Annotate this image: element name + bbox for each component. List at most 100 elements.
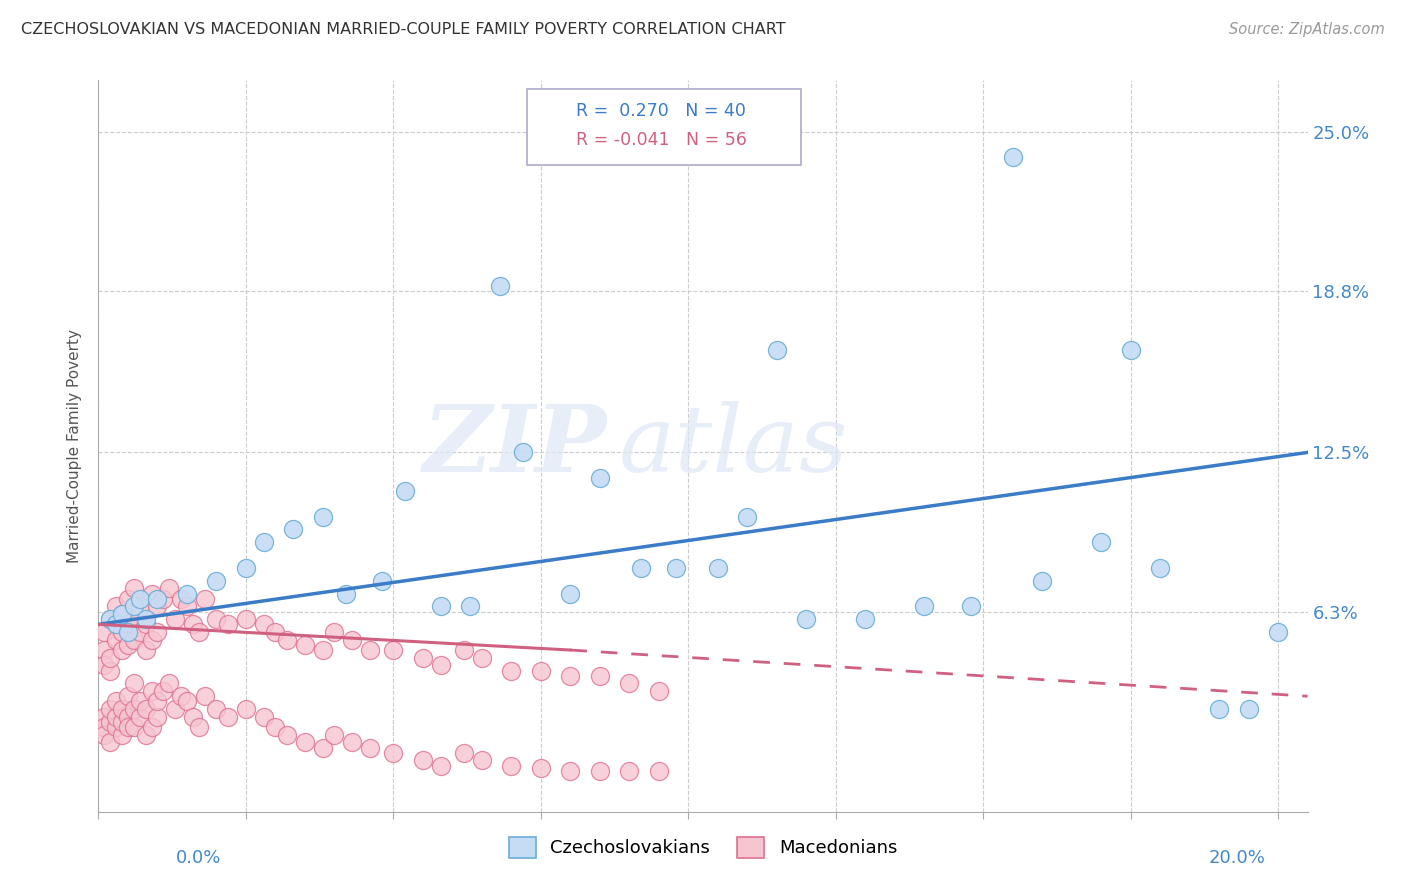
Point bbox=[117, 720, 139, 734]
Point bbox=[471, 753, 494, 767]
Point bbox=[217, 617, 239, 632]
Point bbox=[217, 710, 239, 724]
Point bbox=[141, 632, 163, 647]
Text: R = -0.041   N = 56: R = -0.041 N = 56 bbox=[576, 131, 748, 149]
Point bbox=[359, 740, 381, 755]
Point bbox=[105, 720, 128, 734]
Point bbox=[98, 612, 121, 626]
Point bbox=[98, 612, 121, 626]
Point bbox=[648, 684, 671, 698]
Point bbox=[135, 612, 157, 626]
Point bbox=[530, 761, 553, 775]
Point bbox=[93, 625, 115, 640]
Point bbox=[912, 599, 935, 614]
Point bbox=[382, 746, 405, 760]
Point bbox=[619, 676, 641, 690]
Point bbox=[294, 735, 316, 749]
Point bbox=[152, 684, 174, 698]
Point bbox=[311, 740, 333, 755]
Point bbox=[619, 764, 641, 778]
Point bbox=[122, 632, 145, 647]
Point bbox=[128, 591, 150, 606]
Point bbox=[382, 643, 405, 657]
Point bbox=[205, 612, 228, 626]
Point bbox=[794, 612, 817, 626]
Point bbox=[281, 523, 304, 537]
Point bbox=[105, 710, 128, 724]
Text: ZIP: ZIP bbox=[422, 401, 606, 491]
Point bbox=[128, 599, 150, 614]
Point bbox=[135, 728, 157, 742]
Point bbox=[359, 643, 381, 657]
Point bbox=[560, 669, 582, 683]
Point bbox=[105, 617, 128, 632]
Point bbox=[311, 509, 333, 524]
Point bbox=[181, 710, 204, 724]
Point bbox=[394, 483, 416, 498]
Point bbox=[122, 599, 145, 614]
Point bbox=[630, 561, 652, 575]
Point bbox=[765, 343, 787, 357]
Point bbox=[311, 643, 333, 657]
Point bbox=[665, 561, 688, 575]
Point bbox=[1090, 535, 1112, 549]
Point bbox=[128, 694, 150, 708]
Point bbox=[135, 617, 157, 632]
Point bbox=[194, 690, 217, 704]
Point bbox=[122, 582, 145, 596]
Point bbox=[1119, 343, 1142, 357]
Point bbox=[98, 714, 121, 729]
Point bbox=[235, 702, 257, 716]
Point bbox=[146, 694, 169, 708]
Point bbox=[181, 617, 204, 632]
Point bbox=[560, 586, 582, 600]
Point bbox=[122, 676, 145, 690]
Point bbox=[412, 650, 434, 665]
Point bbox=[453, 643, 475, 657]
Point bbox=[1208, 702, 1230, 716]
Point bbox=[589, 669, 612, 683]
Point bbox=[105, 599, 128, 614]
Point bbox=[141, 720, 163, 734]
Point bbox=[276, 632, 298, 647]
Point bbox=[853, 612, 876, 626]
Point bbox=[146, 591, 169, 606]
Point bbox=[146, 625, 169, 640]
Point bbox=[98, 650, 121, 665]
Point bbox=[146, 710, 169, 724]
Point bbox=[471, 650, 494, 665]
Point bbox=[105, 617, 128, 632]
Point bbox=[335, 586, 357, 600]
Point bbox=[264, 720, 287, 734]
Point bbox=[111, 625, 134, 640]
Point bbox=[589, 471, 612, 485]
Point bbox=[117, 625, 139, 640]
Point bbox=[1001, 150, 1024, 164]
Point bbox=[152, 591, 174, 606]
Point bbox=[105, 632, 128, 647]
Legend: Czechoslovakians, Macedonians: Czechoslovakians, Macedonians bbox=[502, 830, 904, 865]
Point bbox=[111, 607, 134, 621]
Point bbox=[235, 561, 257, 575]
Point bbox=[105, 694, 128, 708]
Point bbox=[1237, 702, 1260, 716]
Point bbox=[706, 561, 728, 575]
Point bbox=[117, 690, 139, 704]
Point bbox=[187, 625, 209, 640]
Text: 20.0%: 20.0% bbox=[1209, 849, 1265, 867]
Point bbox=[165, 702, 187, 716]
Point bbox=[111, 702, 134, 716]
Point bbox=[488, 278, 510, 293]
Point bbox=[960, 599, 983, 614]
Point bbox=[111, 714, 134, 729]
Point bbox=[141, 586, 163, 600]
Point bbox=[252, 617, 274, 632]
Point bbox=[264, 625, 287, 640]
Text: CZECHOSLOVAKIAN VS MACEDONIAN MARRIED-COUPLE FAMILY POVERTY CORRELATION CHART: CZECHOSLOVAKIAN VS MACEDONIAN MARRIED-CO… bbox=[21, 22, 786, 37]
Point bbox=[235, 612, 257, 626]
Point bbox=[135, 702, 157, 716]
Point bbox=[458, 599, 481, 614]
Point bbox=[194, 591, 217, 606]
Point bbox=[412, 753, 434, 767]
Point bbox=[111, 728, 134, 742]
